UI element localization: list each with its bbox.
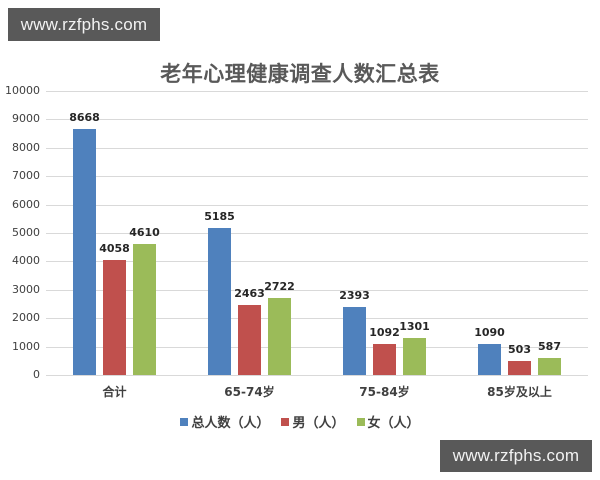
x-tick-label: 85岁及以上	[487, 385, 552, 399]
legend-swatch-icon	[281, 417, 290, 426]
data-label: 2722	[264, 279, 295, 293]
legend-label: 总人数（人）	[191, 416, 270, 431]
legend-item: 女（人）	[356, 412, 420, 431]
data-label: 587	[538, 340, 561, 354]
gridline	[46, 91, 588, 92]
x-tick-label: 合计	[102, 385, 127, 399]
legend-item: 总人数（人）	[180, 412, 269, 431]
y-tick-label: 7000	[12, 169, 40, 183]
bar-series-1-cat-1	[238, 305, 261, 375]
legend-swatch-icon	[356, 417, 365, 426]
bar-series-1-cat-0	[103, 259, 126, 375]
gridline	[46, 375, 588, 376]
legend-item: 男（人）	[281, 412, 345, 431]
bar-series-0-cat-2	[343, 307, 366, 375]
data-label: 2393	[339, 289, 370, 303]
y-tick-label: 10000	[5, 84, 40, 97]
y-tick-label: 0	[33, 368, 40, 381]
data-label: 8668	[69, 110, 100, 124]
x-tick-label: 75-84岁	[359, 385, 410, 399]
watermark-bottom: www.rzfphs.com	[440, 440, 592, 472]
y-tick-label: 1000	[12, 339, 40, 353]
watermark-top: www.rzfphs.com	[8, 8, 160, 41]
gridline	[46, 119, 588, 121]
gridline	[46, 233, 588, 234]
data-label: 1090	[474, 326, 505, 340]
bar-series-1-cat-3	[508, 360, 531, 375]
bar-series-0-cat-0	[73, 128, 96, 375]
bar-series-0-cat-1	[208, 227, 231, 375]
gridline	[46, 147, 588, 149]
gridline	[46, 318, 588, 320]
data-label: 1301	[399, 320, 430, 334]
gridline	[46, 176, 588, 178]
bar-series-2-cat-1	[268, 297, 291, 375]
data-label: 4058	[99, 241, 130, 255]
gridline	[46, 204, 588, 206]
data-label: 2463	[234, 287, 265, 301]
y-tick-label: 3000	[12, 282, 40, 296]
y-tick-label: 8000	[12, 140, 40, 154]
gridline	[46, 261, 588, 263]
chart-title: 老年心理健康调查人数汇总表	[160, 62, 440, 86]
gridline	[46, 346, 588, 348]
bar-series-2-cat-2	[403, 338, 426, 375]
x-tick-label: 65-74岁	[224, 385, 275, 399]
bar-series-2-cat-3	[538, 358, 561, 375]
bar-series-2-cat-0	[133, 244, 156, 375]
data-label: 1092	[369, 325, 400, 339]
legend-label: 男（人）	[292, 416, 345, 431]
bar-series-0-cat-3	[478, 344, 501, 375]
y-tick-label: 6000	[12, 197, 40, 211]
chart-legend: 总人数（人） 男（人） 女（人）	[0, 412, 600, 431]
data-label: 4610	[129, 226, 160, 240]
data-label: 5185	[204, 209, 235, 223]
y-tick-label: 9000	[12, 112, 40, 126]
bar-series-1-cat-2	[373, 343, 396, 375]
y-tick-label: 5000	[12, 226, 40, 239]
legend-swatch-icon	[180, 417, 189, 426]
gridline	[46, 289, 588, 291]
data-label: 503	[508, 342, 531, 356]
legend-label: 女（人）	[367, 416, 420, 431]
y-tick-label: 2000	[12, 311, 40, 325]
y-tick-label: 4000	[12, 254, 40, 268]
